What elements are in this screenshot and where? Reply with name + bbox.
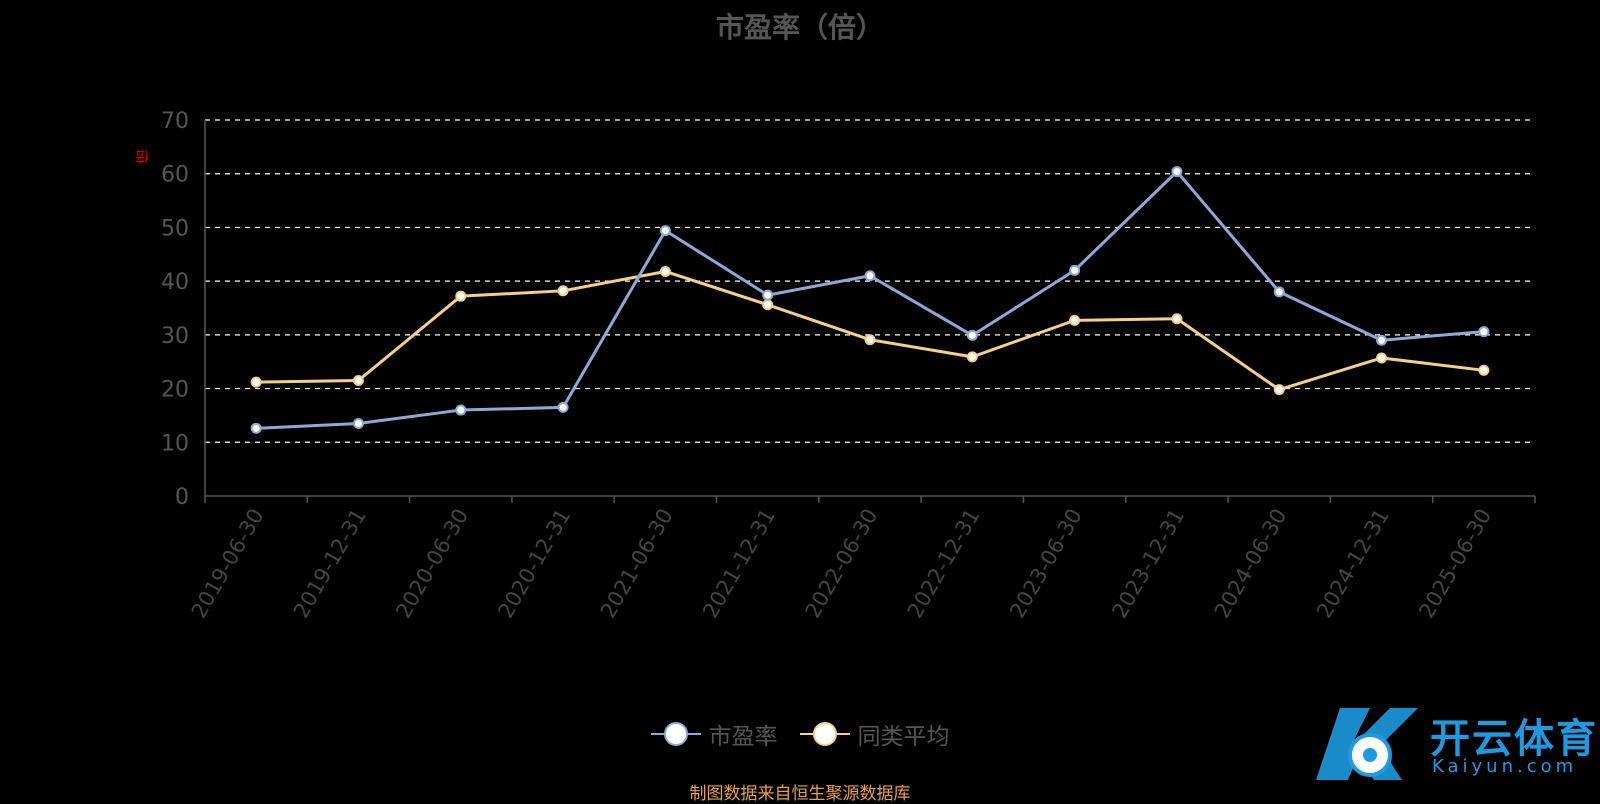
y-tick-label: 20: [161, 378, 189, 403]
y-tick-label: 10: [161, 431, 189, 456]
x-tick-label: 2023-06-30: [1005, 505, 1087, 623]
data-point-pe: [1376, 334, 1388, 346]
legend: 市盈率 同类平均: [0, 717, 1600, 751]
data-point-peer-average: [557, 285, 569, 297]
data-point-peer-average: [352, 375, 364, 387]
y-tick-label: 30: [161, 324, 189, 349]
data-point-pe: [1478, 326, 1490, 338]
series-line-peer-average: [256, 269, 1485, 392]
data-point-peer-average: [250, 376, 262, 388]
watermark-brand: 开云体育: [1430, 716, 1598, 762]
y-tick-label: 70: [161, 109, 189, 134]
legend-item-pe[interactable]: 市盈率: [650, 717, 778, 751]
data-point-peer-average: [864, 334, 876, 346]
x-tick-label: 2020-06-30: [391, 505, 473, 623]
data-point-peer-average: [966, 351, 978, 363]
x-tick-label: 2021-12-31: [698, 505, 780, 623]
x-tick-label: 2025-06-30: [1414, 505, 1496, 623]
source-note: 制图数据来自恒生聚源数据库: [689, 784, 911, 804]
x-tick-label: 2024-12-31: [1312, 505, 1394, 623]
data-point-pe: [1273, 286, 1285, 298]
data-point-pe: [966, 329, 978, 341]
kaiyun-logo: [1316, 708, 1418, 780]
chart-title: 市盈率（倍）: [715, 11, 884, 44]
data-point-pe: [762, 289, 774, 301]
y-tick-label: 40: [161, 270, 189, 295]
data-point-peer-average: [455, 290, 467, 302]
y-tick-label: 0: [175, 485, 189, 510]
data-point-pe: [250, 422, 262, 434]
data-point-pe: [659, 225, 671, 237]
series-line-pe: [256, 170, 1484, 430]
data-point-peer-average: [1171, 313, 1183, 325]
x-tick-label: 2021-06-30: [596, 505, 678, 623]
data-point-peer-average: [659, 265, 671, 277]
y-tick-label: 60: [161, 163, 189, 188]
data-point-pe: [1069, 264, 1081, 276]
data-point-peer-average: [1273, 384, 1285, 396]
watermark-domain: Kaiyun.com: [1432, 756, 1578, 777]
data-point-peer-average: [762, 299, 774, 311]
y-tick-label: 50: [161, 216, 189, 241]
data-point-peer-average: [1478, 364, 1490, 376]
x-tick-label: 2019-12-31: [289, 505, 371, 623]
data-point-peer-average: [1069, 314, 1081, 326]
x-tick-label: 2022-06-30: [801, 505, 883, 623]
legend-swatch-pe: [650, 722, 701, 746]
legend-item-peer-average[interactable]: 同类平均: [799, 717, 950, 751]
data-point-pe: [1171, 166, 1183, 178]
x-tick-label: 2023-12-31: [1107, 505, 1189, 623]
x-tick-label: 2020-12-31: [494, 505, 576, 623]
data-point-pe: [557, 401, 569, 413]
data-point-pe: [352, 417, 364, 429]
legend-label-pe: 市盈率: [708, 724, 778, 750]
legend-label-peer-average: 同类平均: [857, 724, 950, 750]
data-point-pe: [455, 404, 467, 416]
x-tick-label: 2019-06-30: [187, 505, 269, 623]
data-point-peer-average: [1376, 352, 1388, 364]
legend-swatch-peer-average: [799, 722, 850, 746]
x-tick-label: 2024-06-30: [1210, 505, 1292, 623]
data-point-pe: [864, 270, 876, 282]
x-tick-label: 2022-12-31: [903, 504, 985, 622]
